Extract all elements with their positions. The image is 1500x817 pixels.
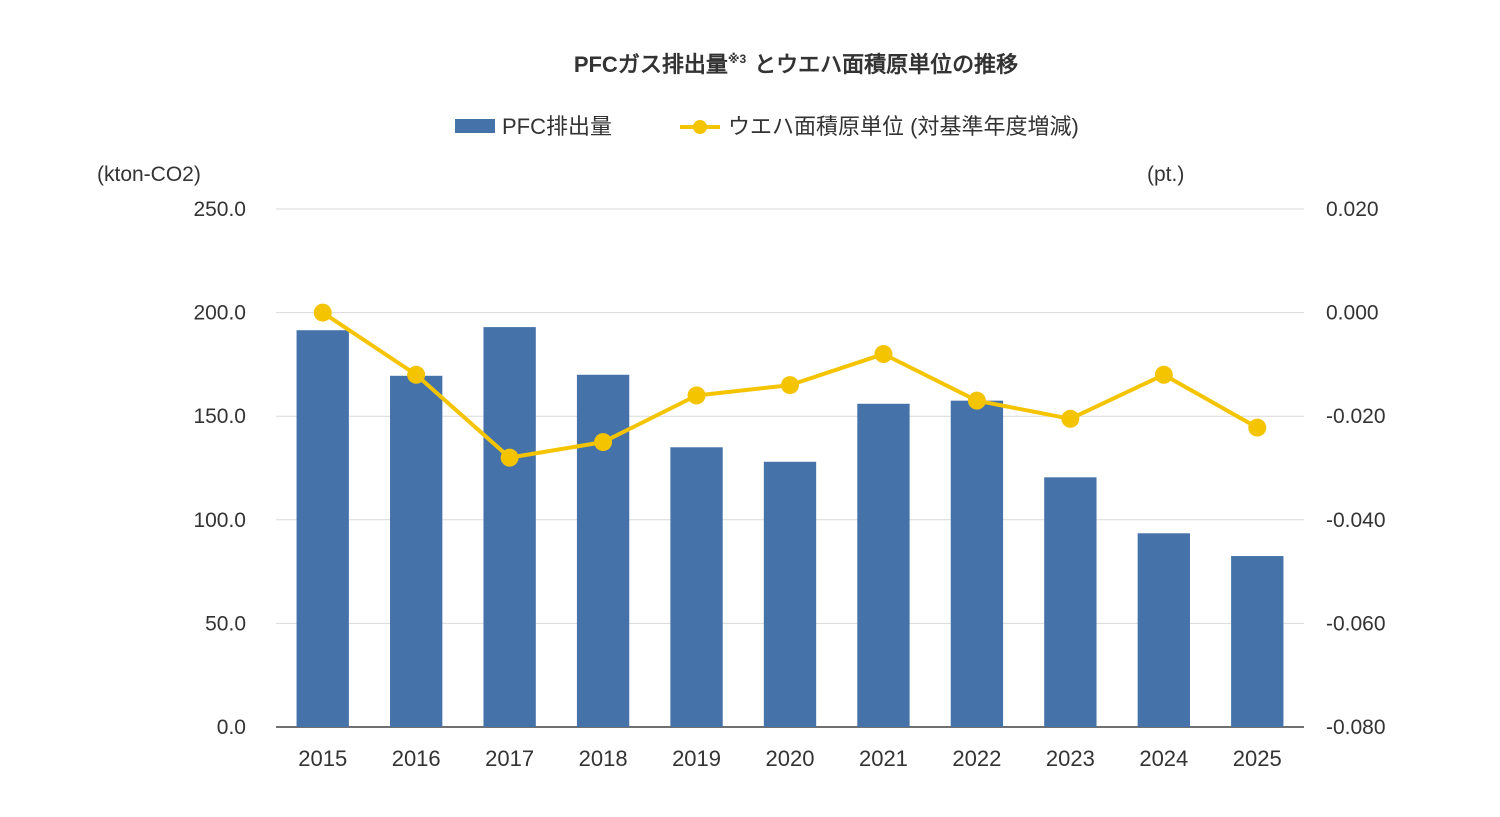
bar	[950, 400, 1004, 727]
x-tick-label: 2020	[766, 746, 815, 771]
x-tick-label: 2016	[392, 746, 441, 771]
right-axis-ticks: -0.080 -0.060 -0.040 -0.020 0.000 0.020	[1326, 198, 1386, 739]
left-tick-label: 50.0	[205, 612, 246, 635]
x-tick-label: 2017	[485, 746, 534, 771]
left-axis-ticks: 0.0 50.0 100.0 150.0 200.0 250.0	[193, 198, 246, 739]
line-series	[313, 303, 1267, 467]
x-tick-label: 2018	[579, 746, 628, 771]
right-tick-label: 0.020	[1326, 198, 1379, 221]
legend-label-bar: PFC排出量	[502, 114, 612, 139]
x-tick-label: 2025	[1233, 746, 1282, 771]
right-axis-unit: (pt.)	[1147, 163, 1184, 186]
line-point	[1061, 409, 1080, 428]
legend-label-line: ウエハ面積原単位 (対基準年度増減)	[728, 114, 1079, 139]
bar	[390, 375, 443, 727]
chart-title-main: PFCガス排出量	[574, 52, 728, 77]
x-tick-label: 2019	[672, 746, 721, 771]
left-tick-label: 250.0	[193, 198, 246, 221]
line-point	[313, 303, 332, 322]
right-tick-label: -0.040	[1326, 509, 1386, 532]
bar	[1044, 477, 1097, 727]
bar	[483, 327, 536, 727]
right-tick-label: 0.000	[1326, 302, 1379, 325]
bar-series	[296, 327, 1284, 727]
right-tick-label: -0.020	[1326, 405, 1386, 428]
x-tick-label: 2024	[1139, 746, 1188, 771]
bar	[1137, 533, 1190, 727]
left-tick-label: 0.0	[217, 716, 246, 739]
chart-title: PFCガス排出量※3 とウエハ面積原単位の推移	[574, 52, 1018, 77]
line-point	[874, 345, 893, 364]
bar	[1231, 556, 1284, 727]
chart-title-superscript: ※3	[728, 52, 747, 66]
left-tick-label: 100.0	[193, 509, 246, 532]
x-tick-label: 2015	[298, 746, 347, 771]
bar	[857, 403, 910, 727]
x-axis-ticks: 2015 2016 2017 2018 2019 2020 2021 2022 2023 2024…	[298, 746, 1281, 771]
line-point	[687, 386, 706, 405]
bar	[763, 461, 817, 727]
line-point	[594, 433, 613, 452]
line-point	[967, 391, 986, 410]
left-tick-label: 150.0	[193, 405, 246, 428]
left-axis-unit: (kton-CO2)	[97, 163, 201, 186]
bar	[296, 330, 349, 727]
x-tick-label: 2023	[1046, 746, 1095, 771]
x-tick-label: 2021	[859, 746, 908, 771]
legend: PFC排出量 ウエハ面積原単位 (対基準年度増減)	[455, 114, 1079, 139]
x-tick-label: 2022	[952, 746, 1001, 771]
line-point	[1248, 418, 1267, 437]
right-tick-label: -0.060	[1326, 612, 1386, 635]
line-point	[1154, 365, 1173, 384]
bar	[670, 447, 723, 727]
legend-swatch-bar	[455, 119, 495, 133]
bar	[576, 374, 630, 727]
right-tick-label: -0.080	[1326, 716, 1386, 739]
line-point	[500, 448, 519, 467]
line-point	[781, 376, 799, 395]
chart-title-suffix: とウエハ面積原単位の推移	[754, 52, 1018, 77]
line-point	[407, 365, 426, 384]
left-tick-label: 200.0	[193, 302, 246, 325]
legend-swatch-marker	[693, 120, 707, 134]
